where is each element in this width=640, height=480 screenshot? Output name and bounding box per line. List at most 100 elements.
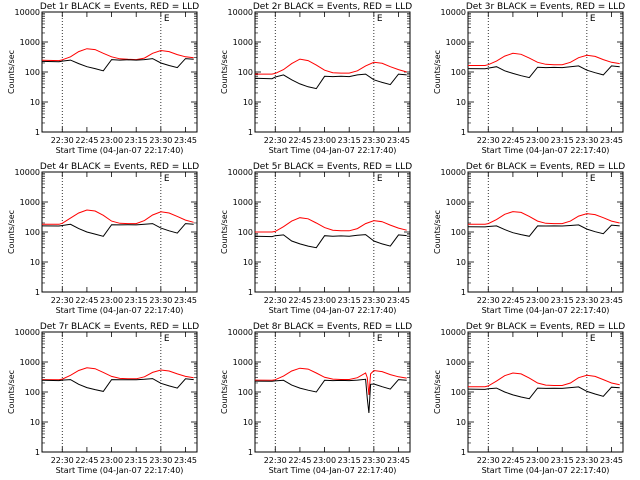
series-line-lld [41,367,194,381]
series-line-lld [468,52,620,66]
x-tick-label: 23:30 [362,456,385,465]
plot-title: Det 7r BLACK = Events, RED = LLD [40,322,199,332]
y-tick-label: 1 [248,448,253,457]
y-tick-label: 100 [25,388,40,397]
series-line-lld [468,211,620,225]
y-tick-label: 100 [451,388,466,397]
series-line-lld [255,217,407,233]
corner-mark: E [377,334,383,344]
series-line-lld [254,367,407,395]
y-tick-label: 10000 [228,168,253,177]
x-axis-label: Start Time (04-Jan-07 22:17:40) [269,146,397,155]
y-tick-label: 10000 [15,328,40,337]
x-tick-label: 22:45 [288,456,311,465]
x-tick-label: 23:45 [600,136,623,145]
x-tick-label: 23:30 [575,456,598,465]
x-tick-label: 23:00 [526,136,549,145]
x-tick-label: 23:15 [551,456,574,465]
y-tick-label: 10000 [15,168,40,177]
plot-frame [467,331,624,453]
plot-frame [254,331,411,453]
y-tick-label: 1000 [233,358,253,367]
y-tick-label: 1000 [20,358,40,367]
series-line-events [41,58,194,72]
plot-frame [41,11,198,133]
x-tick-label: 23:15 [125,296,148,305]
x-tick-label: 23:00 [313,136,336,145]
plot-title: Det 4r BLACK = Events, RED = LLD [40,162,199,172]
x-tick-label: 23:15 [551,136,574,145]
x-tick-label: 23:15 [125,456,148,465]
series-line-lld [255,58,407,75]
x-tick-label: 23:30 [362,136,385,145]
y-tick-label: 1000 [446,198,466,207]
plot-frame [41,331,198,453]
x-tick-label: 23:00 [100,296,123,305]
x-tick-label: 22:30 [51,456,74,465]
y-tick-label: 1 [35,288,40,297]
y-tick-label: 1 [248,288,253,297]
x-tick-label: 23:45 [600,296,623,305]
y-tick-label: 1 [248,128,253,137]
y-tick-label: 10 [30,418,40,427]
x-tick-label: 23:00 [313,296,336,305]
x-tick-label: 23:00 [526,456,549,465]
y-tick-label: 10000 [228,8,253,17]
x-tick-label: 23:00 [526,296,549,305]
y-tick-label: 1000 [233,38,253,47]
series-line-events [254,73,407,90]
x-tick-label: 22:45 [288,136,311,145]
x-tick-label: 23:45 [600,456,623,465]
plot-title: Det 6r BLACK = Events, RED = LLD [466,162,625,172]
x-tick-label: 22:30 [264,296,287,305]
x-tick-label: 22:30 [477,296,500,305]
y-axis-label: Counts/sec [433,210,442,254]
x-tick-label: 23:15 [338,136,361,145]
series-line-events [41,223,194,237]
x-tick-label: 22:30 [264,136,287,145]
plot-title: Det 2r BLACK = Events, RED = LLD [253,2,412,12]
plot-title: Det 1r BLACK = Events, RED = LLD [40,2,199,12]
x-tick-label: 22:45 [75,456,98,465]
y-tick-label: 1 [35,448,40,457]
series-line-events [41,378,194,392]
y-tick-label: 10000 [15,8,40,17]
x-tick-label: 23:45 [387,136,410,145]
x-tick-label: 22:45 [501,296,524,305]
corner-mark: E [164,14,170,24]
y-tick-label: 10 [243,98,253,107]
x-tick-label: 23:15 [338,296,361,305]
y-tick-label: 10 [30,258,40,267]
corner-mark: E [590,174,596,184]
x-tick-label: 23:15 [125,136,148,145]
plot-title: Det 5r BLACK = Events, RED = LLD [253,162,412,172]
x-tick-label: 23:30 [575,296,598,305]
x-tick-label: 23:30 [575,136,598,145]
y-tick-label: 10000 [228,328,253,337]
y-tick-label: 10000 [441,328,466,337]
x-tick-label: 22:30 [51,296,74,305]
y-axis-label: Counts/sec [7,50,16,94]
x-tick-label: 22:30 [477,456,500,465]
x-axis-label: Start Time (04-Jan-07 22:17:40) [56,146,184,155]
x-tick-label: 23:30 [149,136,172,145]
y-tick-label: 1 [35,128,40,137]
y-tick-label: 1000 [446,38,466,47]
x-axis-label: Start Time (04-Jan-07 22:17:40) [482,306,610,315]
x-axis-label: Start Time (04-Jan-07 22:17:40) [482,466,610,475]
series-line-events [467,65,620,79]
x-tick-label: 23:30 [149,296,172,305]
series-line-events [254,234,407,249]
x-tick-label: 23:15 [551,296,574,305]
series-line-lld [41,48,194,62]
y-tick-label: 10 [243,418,253,427]
y-tick-label: 10 [456,98,466,107]
y-tick-label: 1000 [233,198,253,207]
y-axis-label: Counts/sec [220,50,229,94]
y-tick-label: 100 [25,68,40,77]
plot-frame [254,171,411,293]
y-tick-label: 100 [238,388,253,397]
y-tick-label: 1000 [20,198,40,207]
x-tick-label: 23:00 [313,456,336,465]
